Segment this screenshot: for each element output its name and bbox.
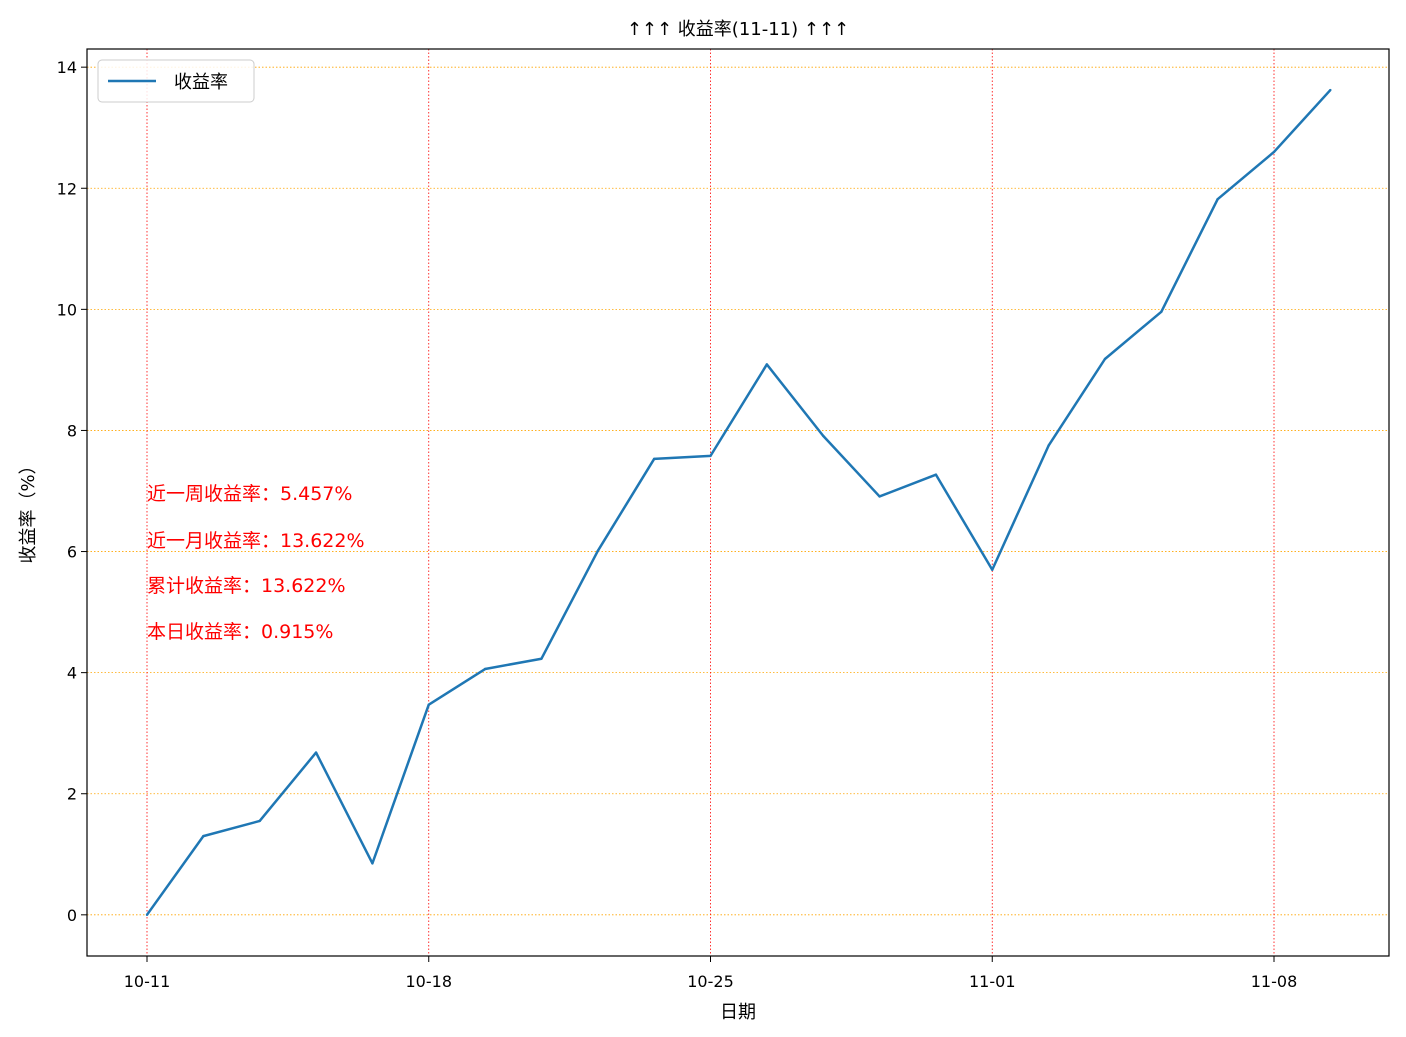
annotations: 近一周收益率：5.457% 近一月收益率：13.622% 累计收益率：13.62…	[147, 483, 365, 643]
data-point	[1047, 444, 1050, 447]
data-point	[934, 473, 938, 476]
x-tick-label: 10-18	[406, 972, 453, 991]
data-point	[822, 434, 825, 438]
data-point	[314, 751, 318, 754]
data-point	[371, 862, 374, 865]
legend-entry: 收益率	[174, 72, 228, 93]
y-axis-label: 收益率（%）	[18, 456, 39, 563]
annotation-today-return: 本日收益率：0.915%	[147, 621, 333, 643]
y-tick-label: 14	[57, 58, 77, 77]
y-tick-label: 12	[57, 179, 77, 198]
data-point	[1329, 88, 1332, 92]
data-point	[427, 703, 430, 706]
data-point	[1160, 310, 1163, 313]
y-tick-label: 4	[67, 664, 77, 683]
grid-lines	[87, 49, 1389, 956]
data-point	[483, 667, 487, 671]
y-tick-label: 6	[67, 543, 77, 562]
y-axis-ticks: 0 2 4 6 8 10 12 14	[57, 58, 87, 925]
x-axis-label: 日期	[720, 1002, 756, 1023]
data-point	[709, 454, 712, 458]
y-tick-label: 8	[67, 421, 77, 440]
data-point	[1103, 357, 1107, 361]
data-point	[652, 457, 656, 461]
data-point	[765, 363, 769, 366]
plot-area	[145, 88, 1332, 917]
data-point	[596, 549, 599, 553]
x-tick-label: 11-01	[969, 972, 1016, 991]
data-point	[202, 834, 205, 838]
annotation-total-return: 累计收益率：13.622%	[147, 575, 346, 597]
x-tick-label: 10-11	[124, 972, 171, 991]
y-tick-label: 0	[67, 906, 77, 925]
data-point	[878, 495, 881, 498]
data-point	[540, 657, 543, 660]
x-tick-label: 10-25	[687, 972, 734, 991]
y-tick-label: 2	[67, 785, 77, 804]
x-tick-label: 11-08	[1251, 972, 1298, 991]
data-point	[991, 568, 994, 571]
y-tick-label: 10	[57, 300, 77, 319]
data-point	[145, 913, 149, 917]
data-point	[258, 819, 261, 823]
annotation-month-return: 近一月收益率：13.622%	[147, 530, 365, 552]
series-line	[145, 89, 1332, 916]
legend: 收益率	[97, 59, 255, 103]
annotation-week-return: 近一周收益率：5.457%	[147, 483, 352, 505]
data-point	[1272, 150, 1276, 154]
x-axis-ticks: 10-11 10-18 10-25 11-01 11-08	[124, 956, 1298, 991]
data-point	[1216, 197, 1219, 201]
plot-frame	[86, 48, 1390, 957]
chart-title: ↑↑↑ 收益率(11-11) ↑↑↑	[627, 19, 849, 40]
legend-box	[97, 59, 255, 103]
